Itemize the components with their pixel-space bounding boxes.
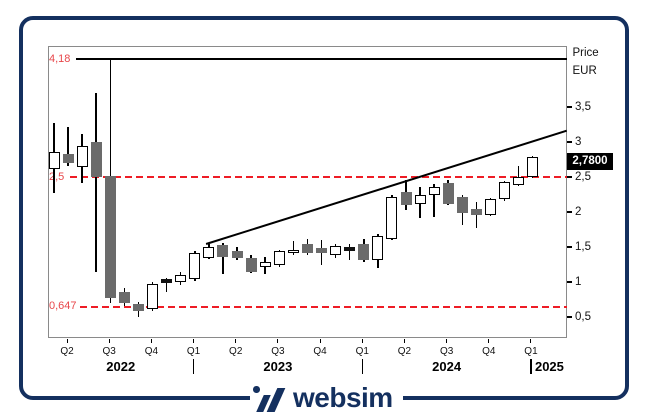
price-chart-plot (48, 46, 567, 338)
websim-logo-text: websim (293, 382, 393, 413)
websim-logo-icon (252, 383, 286, 413)
current-price-label: 2,7800 (572, 155, 608, 168)
y-axis-title: Price (572, 47, 599, 59)
current-price-box: 2,7800 (567, 152, 613, 170)
y-axis-unit: EUR (572, 64, 597, 77)
logo-slash-icon (266, 388, 285, 412)
websim-logo: websim (252, 380, 393, 416)
logo-dot (253, 386, 260, 393)
